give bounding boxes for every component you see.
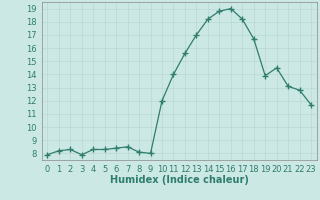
- X-axis label: Humidex (Indice chaleur): Humidex (Indice chaleur): [110, 175, 249, 185]
